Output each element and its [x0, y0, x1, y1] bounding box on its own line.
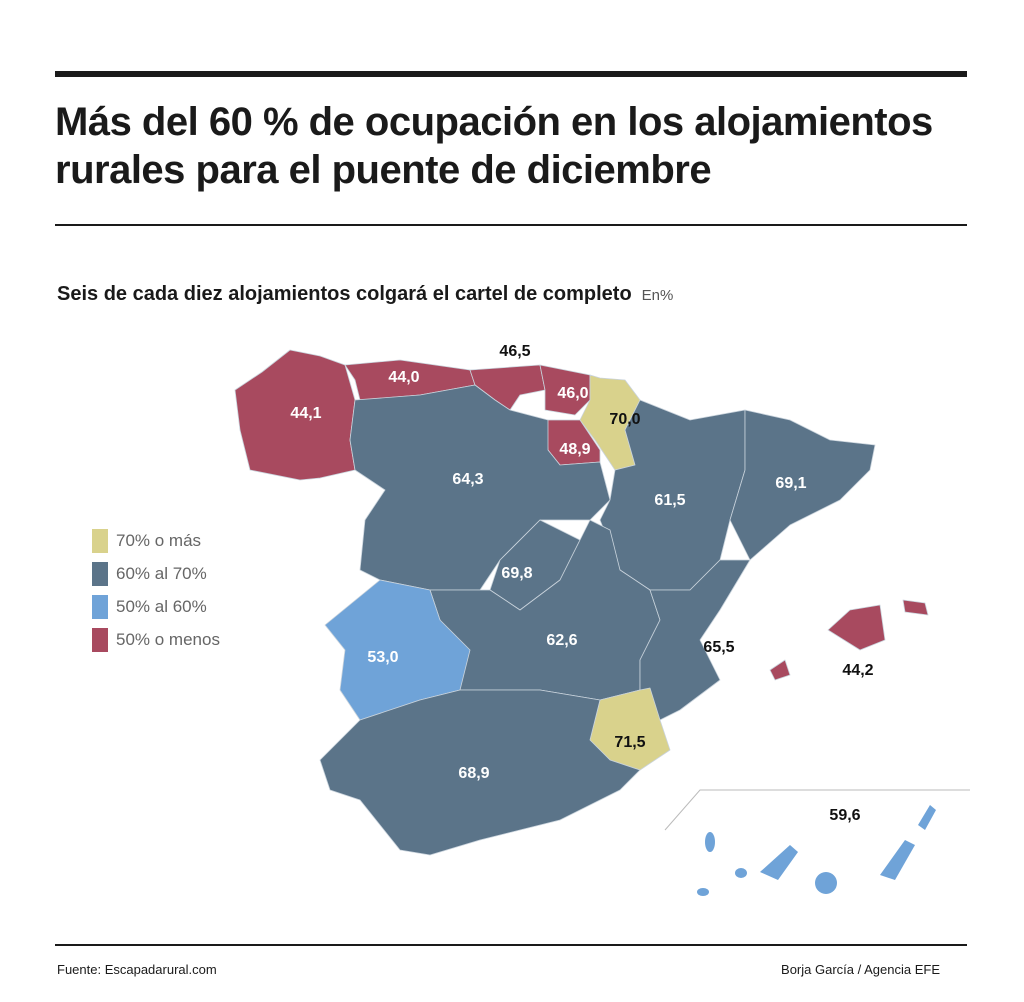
footer-rule	[55, 944, 967, 946]
value-label: 46,5	[499, 343, 530, 360]
value-label: 71,5	[614, 734, 645, 751]
value-label: 65,5	[703, 639, 734, 656]
island-menorca	[902, 599, 929, 616]
value-label: 48,9	[559, 441, 590, 458]
value-label: 53,0	[367, 649, 398, 666]
island-la-gomera	[735, 868, 747, 878]
value-label: 70,0	[609, 411, 640, 428]
value-label: 69,1	[775, 475, 806, 492]
island-lanzarote	[918, 805, 936, 830]
divider	[55, 224, 967, 226]
region-cataluna	[729, 409, 876, 561]
subtitle-text: Seis de cada diez alojamientos colgará e…	[57, 283, 632, 305]
value-label: 64,3	[452, 471, 483, 488]
island-tenerife	[760, 845, 798, 880]
source-text: Fuente: Escapadarural.com	[57, 962, 217, 977]
island-el-hierro	[697, 888, 709, 896]
page-title: Más del 60 % de ocupación en los alojami…	[55, 100, 933, 192]
island-mallorca	[827, 604, 886, 651]
legend-swatch	[92, 561, 108, 586]
canarias-islands	[697, 805, 936, 896]
legend-label: 50% al 60%	[116, 596, 207, 616]
region-castilla-leon	[349, 384, 611, 591]
legend-swatch	[92, 594, 108, 619]
canarias-inset-frame	[664, 789, 970, 831]
value-label: 59,6	[829, 807, 860, 824]
subtitle: Seis de cada diez alojamientos colgará e…	[57, 283, 673, 306]
legend-swatch	[92, 528, 108, 553]
value-label: 68,9	[458, 765, 489, 782]
legend-item: 60% al 70%	[92, 557, 220, 590]
value-label: 44,0	[388, 369, 419, 386]
value-label: 69,8	[501, 565, 532, 582]
region-andalucia	[319, 689, 641, 856]
legend-item: 70% o más	[92, 524, 220, 557]
value-label: 44,1	[290, 405, 321, 422]
legend-label: 70% o más	[116, 530, 202, 550]
region-valencia	[639, 559, 751, 721]
legend-item: 50% al 60%	[92, 590, 220, 623]
value-label: 46,0	[557, 385, 588, 402]
credit-text: Borja García / Agencia EFE	[781, 962, 940, 977]
island-la-palma	[705, 832, 715, 852]
island-fuerteventura	[880, 840, 915, 880]
unit-label: En%	[641, 287, 674, 304]
legend-item: 50% o menos	[92, 623, 220, 656]
legend-swatch	[92, 627, 108, 652]
value-label: 44,2	[842, 662, 873, 679]
top-rule	[55, 71, 967, 77]
legend: 70% o más 60% al 70% 50% al 60% 50% o me…	[92, 524, 220, 656]
island-ibiza	[769, 659, 791, 681]
legend-label: 50% o menos	[116, 629, 220, 649]
value-label: 61,5	[654, 492, 685, 509]
legend-label: 60% al 70%	[116, 563, 207, 583]
value-label: 62,6	[546, 632, 577, 649]
island-gran-canaria	[815, 872, 837, 894]
